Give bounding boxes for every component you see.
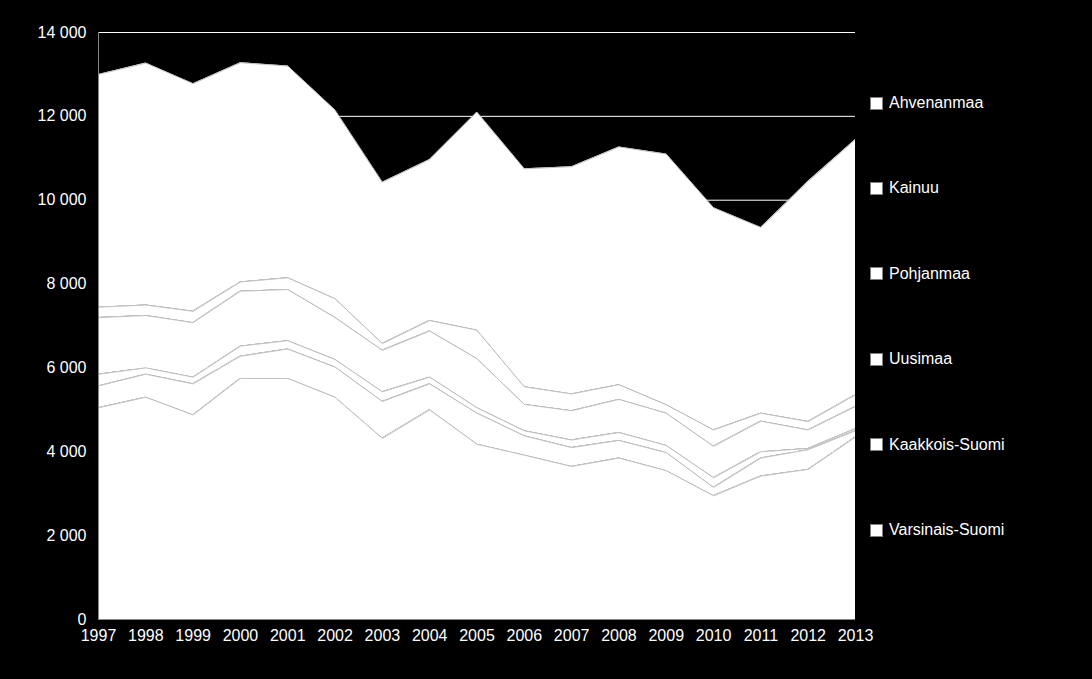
html-text:Ahvenanmaa: Ahvenanmaa	[889, 94, 984, 111]
svg-text:1998: 1998	[128, 627, 164, 644]
svg-text:6 000: 6 000	[46, 359, 86, 376]
html-text:Kaakkois-Suomi: Kaakkois-Suomi	[889, 435, 1005, 453]
svg-text:2001: 2001	[270, 627, 306, 644]
html-text:Kainuu: Kainuu	[889, 179, 939, 197]
svg-text:2 000: 2 000	[46, 527, 86, 544]
svg-text:2013: 2013	[838, 627, 874, 644]
html-text:Varsinais-Suomi: Varsinais-Suomi	[889, 521, 1005, 538]
svg-text:2011: 2011	[744, 627, 779, 644]
svg-text:2010: 2010	[696, 627, 732, 644]
svg-text:2008: 2008	[601, 627, 637, 644]
svg-text:2002: 2002	[317, 627, 353, 644]
svg-text:2007: 2007	[554, 627, 590, 644]
svg-text:2012: 2012	[790, 627, 826, 644]
svg-text:10 000: 10 000	[38, 191, 87, 208]
html-text:Pohjanmaa: Pohjanmaa	[889, 264, 970, 282]
svg-text:2006: 2006	[507, 627, 543, 644]
svg-text:2009: 2009	[648, 627, 684, 644]
svg-text:2004: 2004	[412, 627, 448, 644]
svg-text:0: 0	[78, 611, 87, 628]
html-text:Uusimaa: Uusimaa	[889, 350, 953, 368]
svg-text:14 000: 14 000	[38, 24, 87, 41]
svg-text:4 000: 4 000	[46, 443, 86, 460]
svg-text:12 000: 12 000	[38, 107, 87, 124]
svg-text:1999: 1999	[175, 627, 211, 644]
svg-text:2005: 2005	[459, 627, 495, 644]
svg-text:2000: 2000	[223, 627, 259, 644]
svg-text:1997: 1997	[81, 627, 117, 644]
svg-text:8 000: 8 000	[46, 275, 86, 292]
svg-text:2003: 2003	[365, 627, 401, 644]
